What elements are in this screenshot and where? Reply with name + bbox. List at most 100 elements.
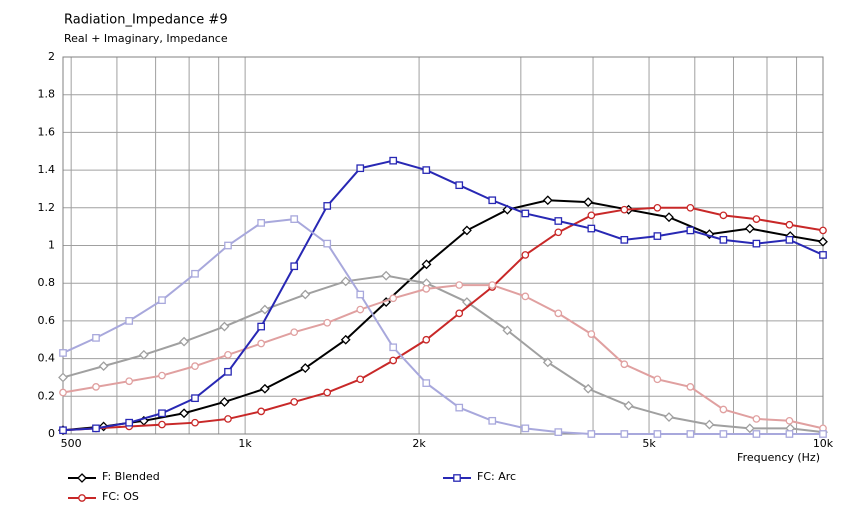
- marker: [719, 430, 728, 438]
- marker: [389, 294, 398, 303]
- marker: [381, 270, 392, 281]
- marker: [620, 430, 629, 438]
- marker: [620, 205, 629, 214]
- marker: [819, 430, 827, 438]
- marker: [587, 224, 596, 233]
- marker: [719, 405, 728, 414]
- marker: [752, 215, 761, 223]
- marker: [158, 420, 166, 429]
- marker: [125, 317, 134, 325]
- marker: [191, 394, 199, 403]
- marker: [785, 220, 794, 229]
- y-tick-label: 0.6: [38, 314, 56, 327]
- marker: [785, 416, 794, 425]
- marker: [340, 276, 351, 287]
- marker: [224, 367, 232, 376]
- marker: [191, 269, 199, 278]
- marker: [259, 383, 270, 394]
- marker: [587, 430, 596, 438]
- marker: [719, 235, 728, 244]
- marker: [158, 409, 166, 418]
- y-tick-label: 1.8: [38, 88, 56, 101]
- marker: [686, 203, 695, 212]
- marker: [290, 215, 299, 223]
- marker: [521, 424, 530, 433]
- chart-subtitle: Real + Imaginary, Impedance: [64, 32, 228, 45]
- legend-label: FC: OS: [102, 490, 139, 503]
- y-tick-label: 2: [48, 50, 55, 63]
- y-tick-label: 1: [48, 239, 55, 252]
- marker: [819, 251, 827, 259]
- marker: [77, 473, 87, 483]
- marker: [356, 375, 365, 384]
- marker: [744, 223, 755, 234]
- marker: [664, 412, 674, 422]
- marker: [744, 423, 755, 434]
- marker: [785, 235, 794, 244]
- marker: [92, 424, 100, 433]
- marker: [257, 407, 266, 416]
- x-tick-label: 2k: [412, 437, 426, 450]
- marker: [290, 328, 299, 337]
- marker: [158, 296, 166, 305]
- marker: [98, 361, 109, 372]
- marker: [59, 349, 67, 357]
- marker: [623, 400, 634, 411]
- marker: [224, 350, 232, 359]
- y-tick-label: 0.2: [38, 389, 56, 402]
- marker: [219, 321, 230, 332]
- marker: [521, 251, 530, 259]
- marker: [488, 281, 497, 289]
- x-tick-label: 500: [61, 437, 82, 450]
- y-tick-label: 1.6: [38, 125, 56, 138]
- marker: [92, 383, 100, 391]
- marker: [521, 209, 530, 218]
- y-tick-label: 0: [48, 427, 55, 440]
- marker: [818, 236, 828, 247]
- marker: [704, 419, 715, 430]
- marker: [453, 474, 461, 482]
- series-line: [62, 199, 824, 432]
- marker: [686, 226, 695, 235]
- marker: [92, 334, 100, 342]
- marker: [686, 430, 695, 438]
- marker: [224, 241, 232, 250]
- marker: [542, 195, 553, 206]
- marker: [554, 217, 563, 225]
- marker: [59, 426, 67, 435]
- marker: [521, 292, 530, 301]
- marker: [653, 430, 662, 438]
- marker: [653, 232, 662, 240]
- marker: [179, 336, 189, 347]
- x-tick-label: 10k: [813, 437, 834, 450]
- marker: [422, 335, 431, 344]
- x-tick-label: 5k: [642, 437, 656, 450]
- marker: [224, 415, 232, 423]
- marker: [554, 428, 563, 436]
- y-tick-label: 0.4: [38, 352, 56, 365]
- marker: [125, 377, 134, 386]
- marker: [158, 371, 166, 380]
- marker: [583, 383, 594, 394]
- marker: [653, 203, 662, 212]
- marker: [58, 372, 68, 383]
- marker: [488, 196, 497, 205]
- marker: [340, 334, 351, 345]
- marker: [752, 239, 761, 248]
- marker: [752, 430, 761, 438]
- marker: [191, 362, 199, 370]
- marker: [300, 289, 311, 300]
- marker: [554, 309, 563, 318]
- chart-title: Radiation_Impedance #9: [64, 13, 228, 28]
- marker: [323, 388, 332, 397]
- marker: [59, 388, 67, 397]
- series-line: [62, 274, 824, 434]
- marker: [138, 349, 149, 360]
- marker: [290, 262, 299, 271]
- marker: [257, 219, 266, 227]
- marker: [323, 318, 332, 327]
- series-line: [62, 159, 824, 432]
- legend-label: FC: Arc: [477, 470, 516, 483]
- y-tick-label: 1.4: [38, 163, 56, 176]
